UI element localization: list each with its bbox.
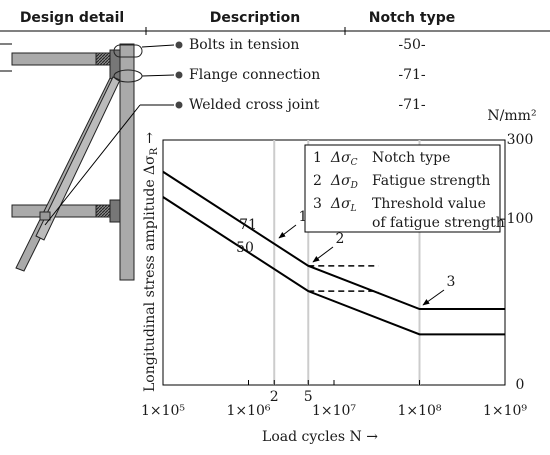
legend-text: Notch type [372,150,450,166]
legend-number: 1 [313,150,322,166]
legend-symbol: ΔσC [330,150,358,168]
bullet [175,101,183,109]
y-title-sub: R [149,147,160,155]
legend-number: 3 [313,196,322,212]
bullet [175,71,183,79]
legend-symbol-main: Δσ [330,150,351,166]
callout-number: 3 [447,274,456,290]
unit-label: N/mm² [487,108,536,124]
curve-label: 71 [239,217,257,233]
legend-symbol-sub: L [350,204,357,214]
x-axis-title: Load cycles N → [262,429,378,445]
x-mark-label: 5 [304,389,313,405]
sn-curve [162,170,505,311]
legend-text: of fatigue strength [372,215,505,231]
description: Welded cross joint [189,97,320,113]
header: Description [210,10,301,26]
y-title-main: Longitudinal stress amplitude Δσ [142,155,158,392]
legend-number: 2 [313,173,322,189]
x-tick-label: 1×10⁸ [397,403,441,419]
x-tick-label: 1×10⁷ [312,403,356,419]
x-mark-label: 2 [270,389,279,405]
bullet [175,41,183,49]
legend-symbol: ΔσL [330,196,357,214]
notch-type: -71- [398,67,426,83]
legend-symbol-sub: D [350,181,358,191]
x-tick-label: 1×10⁹ [483,403,527,419]
legend-symbol: ΔσD [330,173,358,191]
callout-arrow [312,246,334,263]
legend-text: Fatigue strength [372,173,490,189]
y-axis-title: Longitudinal stress amplitude ΔσR → [142,132,160,392]
notch-type: -71- [398,97,426,113]
x-tick-label: 1×10⁶ [226,403,270,419]
callout-number: 2 [336,231,345,247]
callout-arrow [278,224,297,239]
legend-box [304,144,501,233]
callout-number: 1 [299,209,308,225]
legend-text: Threshold value [372,196,486,212]
header: Notch type [369,10,456,26]
y-tick-label: 100 [507,211,534,227]
x-tick-label: 1×10⁵ [141,403,185,419]
legend-symbol-main: Δσ [330,173,351,189]
leader-lines [44,44,175,226]
description: Flange connection [189,67,320,83]
legend-symbol-sub: C [351,158,358,168]
sn-curve [162,196,505,336]
callout-arrow [422,289,445,306]
notch-type: -50- [398,37,426,53]
y-bottom-label: 0 [516,377,525,393]
frame-drawing [0,43,143,281]
legend-symbol-main: Δσ [330,196,351,212]
curve-label: 50 [236,240,254,256]
y-tick-label: 300 [507,132,534,148]
header: Design detail [20,10,124,26]
y-title-arrow: → [142,132,158,144]
description: Bolts in tension [189,37,299,53]
